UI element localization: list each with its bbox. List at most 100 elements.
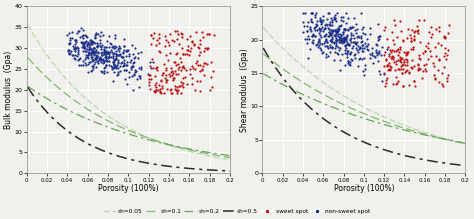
Point — [91, 33, 99, 36]
Point — [85, 48, 92, 52]
Point — [418, 77, 426, 80]
Point — [347, 34, 355, 37]
Point — [155, 83, 163, 87]
Point — [346, 37, 354, 41]
Point — [76, 56, 83, 60]
Point — [128, 65, 135, 69]
Point — [341, 52, 348, 55]
Point — [192, 30, 200, 34]
Point — [316, 28, 323, 31]
Point — [343, 40, 351, 44]
Point — [402, 69, 410, 73]
Point — [88, 57, 96, 61]
Point — [387, 65, 394, 68]
Point — [381, 71, 388, 75]
Point — [130, 61, 138, 64]
Point — [326, 35, 333, 38]
Point — [319, 29, 327, 33]
Point — [203, 48, 210, 51]
Point — [354, 48, 361, 52]
Point — [101, 65, 109, 69]
Point — [177, 31, 185, 35]
Point — [434, 41, 441, 44]
Point — [341, 37, 349, 41]
Point — [344, 53, 351, 56]
Point — [428, 33, 436, 36]
Point — [116, 52, 124, 55]
Point — [366, 52, 374, 55]
Point — [315, 39, 323, 42]
Point — [348, 25, 356, 28]
Point — [332, 37, 339, 40]
Point — [339, 15, 347, 19]
Point — [81, 44, 88, 48]
Point — [316, 29, 323, 33]
Point — [327, 21, 334, 24]
Point — [134, 56, 142, 60]
Point — [93, 44, 100, 47]
Point — [322, 52, 330, 55]
Point — [331, 17, 339, 20]
Point — [71, 57, 78, 60]
Point — [386, 49, 394, 52]
Point — [172, 63, 180, 66]
Point — [362, 44, 370, 48]
Point — [313, 42, 321, 45]
Point — [167, 70, 175, 74]
Point — [407, 47, 414, 50]
Point — [82, 63, 90, 67]
Point — [151, 90, 159, 93]
Point — [438, 71, 446, 75]
Point — [369, 53, 376, 56]
Point — [112, 52, 120, 55]
Point — [179, 81, 187, 85]
Point — [96, 39, 104, 42]
Point — [422, 70, 430, 73]
Point — [187, 46, 195, 50]
Point — [336, 40, 344, 44]
Point — [371, 56, 379, 59]
Point — [109, 65, 117, 69]
Point — [333, 27, 341, 31]
Point — [120, 44, 128, 48]
Point — [342, 36, 350, 40]
Point — [93, 54, 101, 58]
Point — [149, 61, 156, 64]
Point — [356, 46, 364, 49]
Point — [183, 38, 191, 41]
Point — [325, 30, 333, 34]
Point — [123, 64, 130, 67]
Point — [90, 52, 98, 55]
Point — [313, 28, 321, 32]
Point — [326, 32, 334, 36]
Point — [406, 71, 413, 75]
Point — [81, 61, 89, 65]
Point — [399, 62, 407, 66]
Point — [123, 69, 130, 72]
Point — [166, 51, 174, 55]
Point — [358, 44, 365, 47]
Point — [334, 46, 342, 49]
Point — [340, 40, 347, 44]
Point — [408, 66, 415, 70]
Point — [414, 32, 421, 35]
Point — [130, 73, 137, 77]
Point — [167, 88, 175, 91]
Point — [328, 37, 336, 41]
Point — [440, 65, 447, 69]
Point — [174, 72, 182, 76]
Point — [352, 46, 360, 49]
Point — [309, 38, 316, 41]
Point — [86, 44, 93, 47]
Point — [205, 32, 213, 36]
Point — [149, 36, 157, 40]
Point — [179, 32, 186, 35]
Point — [325, 27, 332, 30]
Point — [174, 62, 182, 66]
Point — [396, 19, 404, 23]
Point — [100, 70, 108, 73]
Point — [145, 73, 153, 76]
Point — [153, 38, 160, 42]
Point — [340, 40, 348, 43]
Point — [80, 45, 88, 49]
